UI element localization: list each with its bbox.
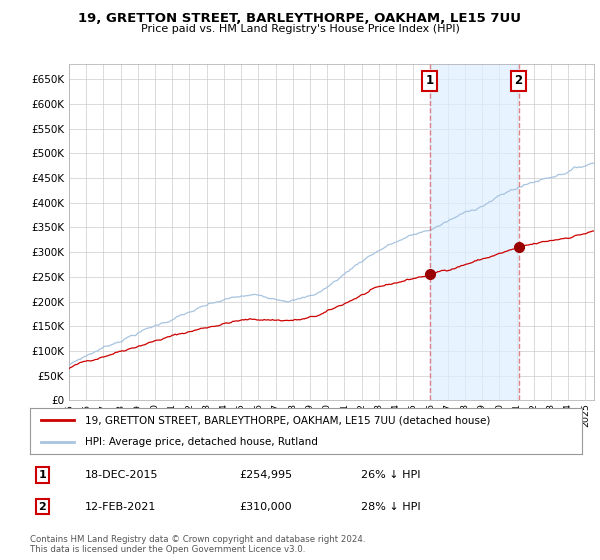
Text: Contains HM Land Registry data © Crown copyright and database right 2024.
This d: Contains HM Land Registry data © Crown c… <box>30 535 365 554</box>
Text: 28% ↓ HPI: 28% ↓ HPI <box>361 502 421 511</box>
Text: 19, GRETTON STREET, BARLEYTHORPE, OAKHAM, LE15 7UU: 19, GRETTON STREET, BARLEYTHORPE, OAKHAM… <box>79 12 521 25</box>
Text: HPI: Average price, detached house, Rutland: HPI: Average price, detached house, Rutl… <box>85 437 318 447</box>
Text: 18-DEC-2015: 18-DEC-2015 <box>85 470 158 480</box>
Text: 1: 1 <box>426 74 434 87</box>
Text: 1: 1 <box>38 470 46 480</box>
Text: £254,995: £254,995 <box>240 470 293 480</box>
Text: Price paid vs. HM Land Registry's House Price Index (HPI): Price paid vs. HM Land Registry's House … <box>140 24 460 34</box>
Text: 2: 2 <box>515 74 523 87</box>
Text: £310,000: £310,000 <box>240 502 292 511</box>
Text: 26% ↓ HPI: 26% ↓ HPI <box>361 470 421 480</box>
Text: 2: 2 <box>38 502 46 511</box>
Text: 19, GRETTON STREET, BARLEYTHORPE, OAKHAM, LE15 7UU (detached house): 19, GRETTON STREET, BARLEYTHORPE, OAKHAM… <box>85 415 491 425</box>
Text: 12-FEB-2021: 12-FEB-2021 <box>85 502 157 511</box>
